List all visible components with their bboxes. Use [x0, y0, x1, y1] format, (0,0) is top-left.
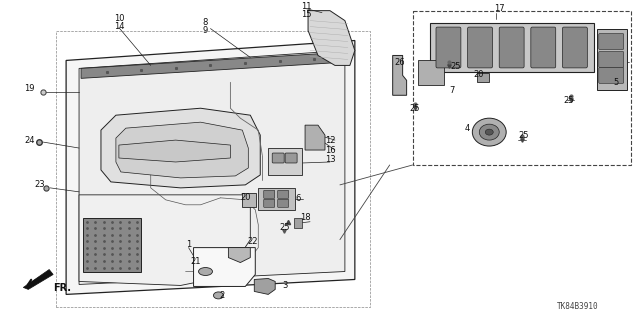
Polygon shape [308, 11, 355, 65]
Ellipse shape [214, 292, 223, 299]
FancyBboxPatch shape [599, 67, 623, 83]
FancyBboxPatch shape [285, 153, 297, 163]
Polygon shape [429, 23, 594, 72]
Text: 24: 24 [24, 136, 35, 145]
FancyBboxPatch shape [264, 190, 275, 198]
Polygon shape [66, 41, 355, 294]
Ellipse shape [472, 118, 506, 146]
Polygon shape [596, 29, 627, 90]
Polygon shape [81, 52, 340, 78]
Text: 25: 25 [450, 62, 461, 71]
Text: 25: 25 [564, 96, 574, 105]
FancyBboxPatch shape [531, 27, 556, 68]
FancyBboxPatch shape [599, 51, 623, 67]
Polygon shape [228, 248, 250, 263]
Polygon shape [259, 188, 295, 210]
Polygon shape [79, 195, 250, 286]
Text: 22: 22 [247, 237, 257, 246]
Text: 12: 12 [324, 136, 335, 145]
Text: 7: 7 [450, 86, 455, 95]
Ellipse shape [485, 129, 493, 135]
Bar [413, 11, 630, 165]
Polygon shape [193, 248, 255, 286]
Text: 17: 17 [494, 4, 504, 13]
Polygon shape [294, 218, 302, 228]
Text: 1: 1 [186, 240, 191, 249]
FancyBboxPatch shape [468, 27, 493, 68]
Text: 23: 23 [34, 180, 45, 189]
Text: 4: 4 [465, 124, 470, 133]
Polygon shape [23, 270, 53, 289]
Text: 14: 14 [114, 22, 124, 31]
Polygon shape [477, 73, 489, 82]
Text: 25: 25 [519, 130, 529, 140]
Text: 5: 5 [613, 78, 618, 87]
Polygon shape [243, 193, 256, 207]
FancyBboxPatch shape [563, 27, 588, 68]
Text: 15: 15 [301, 10, 311, 19]
Text: 26: 26 [394, 58, 405, 67]
Text: 13: 13 [324, 155, 335, 165]
Ellipse shape [198, 268, 212, 276]
Polygon shape [393, 56, 406, 95]
FancyBboxPatch shape [499, 27, 524, 68]
Text: 8: 8 [203, 18, 208, 27]
FancyBboxPatch shape [599, 33, 623, 49]
Text: 10: 10 [114, 14, 124, 23]
FancyBboxPatch shape [264, 199, 275, 207]
Text: FR.: FR. [53, 284, 71, 293]
Text: TK84B3910: TK84B3910 [557, 302, 599, 311]
Text: 25: 25 [279, 223, 289, 232]
Text: 20: 20 [240, 193, 251, 202]
Text: 3: 3 [282, 281, 288, 290]
Polygon shape [101, 108, 260, 188]
FancyBboxPatch shape [436, 27, 461, 68]
FancyBboxPatch shape [278, 190, 289, 198]
Polygon shape [305, 125, 325, 150]
Text: 18: 18 [300, 213, 310, 222]
Text: 16: 16 [324, 145, 335, 154]
Text: 6: 6 [296, 194, 301, 203]
Polygon shape [119, 140, 230, 162]
Text: 21: 21 [190, 257, 201, 266]
FancyBboxPatch shape [278, 199, 289, 207]
Polygon shape [268, 148, 302, 175]
Polygon shape [254, 278, 275, 294]
Text: 19: 19 [24, 84, 35, 93]
Polygon shape [116, 122, 248, 178]
FancyBboxPatch shape [272, 153, 284, 163]
Text: 9: 9 [203, 26, 208, 35]
Text: 2: 2 [220, 291, 225, 300]
Text: 25: 25 [410, 104, 420, 113]
Text: 20: 20 [473, 70, 484, 79]
Polygon shape [79, 50, 345, 285]
Polygon shape [417, 60, 444, 85]
Polygon shape [83, 218, 141, 271]
Ellipse shape [479, 124, 499, 140]
Text: 11: 11 [301, 2, 311, 11]
